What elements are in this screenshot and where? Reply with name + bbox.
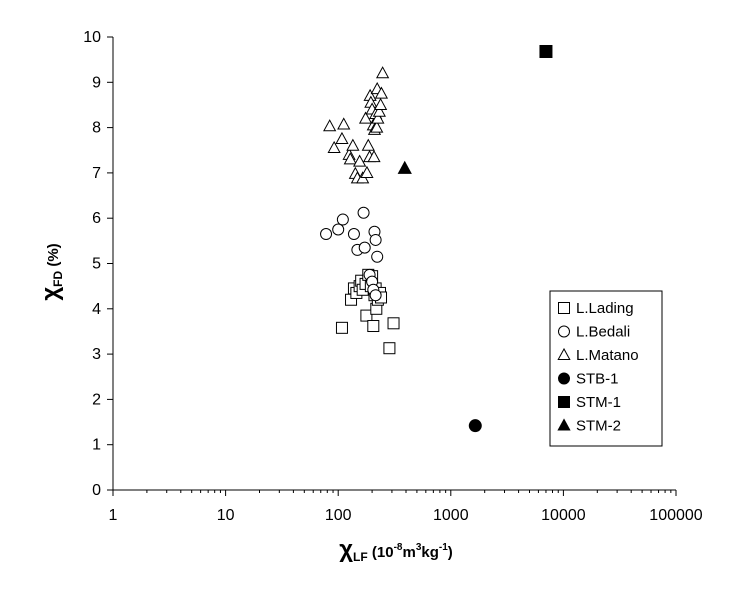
- x-tick-label: 10: [217, 507, 235, 524]
- data-point: [374, 86, 389, 99]
- data-point: [320, 228, 333, 241]
- data-point: [397, 160, 412, 174]
- data-point: [323, 119, 337, 132]
- y-axis-title: χFD (%): [37, 243, 65, 300]
- legend-box: [549, 290, 663, 447]
- y-tick-label: 0: [92, 482, 101, 499]
- data-point: [327, 140, 341, 154]
- legend-marker: [558, 396, 570, 408]
- data-points: [320, 44, 553, 433]
- data-point: [367, 149, 381, 163]
- legend-marker: [557, 418, 571, 431]
- data-point: [361, 138, 375, 151]
- data-point: [343, 152, 357, 165]
- legend-label: STM-1: [576, 394, 621, 411]
- legend-label: L.Lading: [576, 300, 634, 317]
- data-point: [367, 320, 380, 333]
- data-point: [332, 223, 345, 236]
- series-stb-1: [468, 419, 482, 433]
- y-tick-label: 5: [92, 256, 101, 273]
- data-point: [369, 233, 382, 246]
- y-tick-label: 10: [83, 29, 101, 46]
- data-point: [357, 206, 370, 219]
- data-point: [346, 138, 360, 151]
- y-tick-label: 8: [92, 120, 101, 137]
- data-point: [369, 289, 382, 302]
- legend-marker: [558, 372, 570, 385]
- data-point: [337, 117, 351, 130]
- y-tick-label: 3: [92, 346, 101, 363]
- series-l-bedali: [320, 206, 384, 302]
- data-point: [372, 104, 386, 117]
- legend-item: L.Matano: [557, 347, 639, 364]
- legend-label: L.Bedali: [576, 324, 630, 341]
- data-point: [539, 44, 553, 58]
- y-tick-label: 9: [92, 74, 101, 91]
- data-point: [335, 131, 349, 144]
- legend-marker: [557, 347, 571, 361]
- data-point: [371, 250, 384, 263]
- x-tick-label: 1000: [433, 507, 469, 524]
- x-tick-label: 100: [325, 507, 352, 524]
- data-point: [347, 228, 360, 241]
- data-point: [375, 66, 390, 79]
- series-stm-2: [397, 160, 412, 174]
- x-tick-label: 1: [109, 507, 118, 524]
- legend-label: STB-1: [576, 371, 619, 388]
- data-point: [358, 241, 371, 254]
- x-tick-label: 10000: [541, 507, 586, 524]
- legend-marker: [558, 325, 570, 338]
- data-point: [353, 154, 367, 167]
- data-point: [387, 317, 400, 330]
- legend-item: STB-1: [558, 371, 619, 388]
- x-tick-label: 100000: [649, 507, 702, 524]
- data-point: [468, 419, 482, 433]
- series-stm-1: [539, 44, 553, 58]
- data-point: [360, 309, 373, 322]
- data-point: [360, 165, 374, 178]
- data-point: [370, 120, 384, 133]
- data-point: [373, 97, 388, 110]
- legend-marker: [558, 302, 570, 314]
- legend: L.Lading L.Bedali L.Matano STB-1 STM-1 STM-2: [549, 290, 663, 447]
- y-tick-label: 1: [92, 437, 101, 454]
- y-tick-label: 6: [92, 210, 101, 227]
- data-point: [383, 342, 396, 355]
- x-axis-title: χLF (10-8m3kg-1): [339, 536, 453, 564]
- legend-item: L.Bedali: [558, 324, 630, 341]
- data-point: [371, 111, 385, 124]
- y-tick-label: 7: [92, 165, 101, 182]
- legend-label: L.Matano: [576, 347, 639, 364]
- data-point: [336, 213, 349, 226]
- legend-item: L.Lading: [558, 300, 634, 317]
- y-tick-label: 4: [92, 301, 101, 318]
- legend-item: STM-1: [558, 394, 621, 411]
- legend-item: STM-2: [557, 418, 621, 435]
- data-point: [335, 321, 348, 334]
- series-l-matano: [323, 66, 390, 184]
- legend-label: STM-2: [576, 418, 621, 435]
- y-tick-label: 2: [92, 391, 101, 408]
- data-point: [358, 111, 373, 124]
